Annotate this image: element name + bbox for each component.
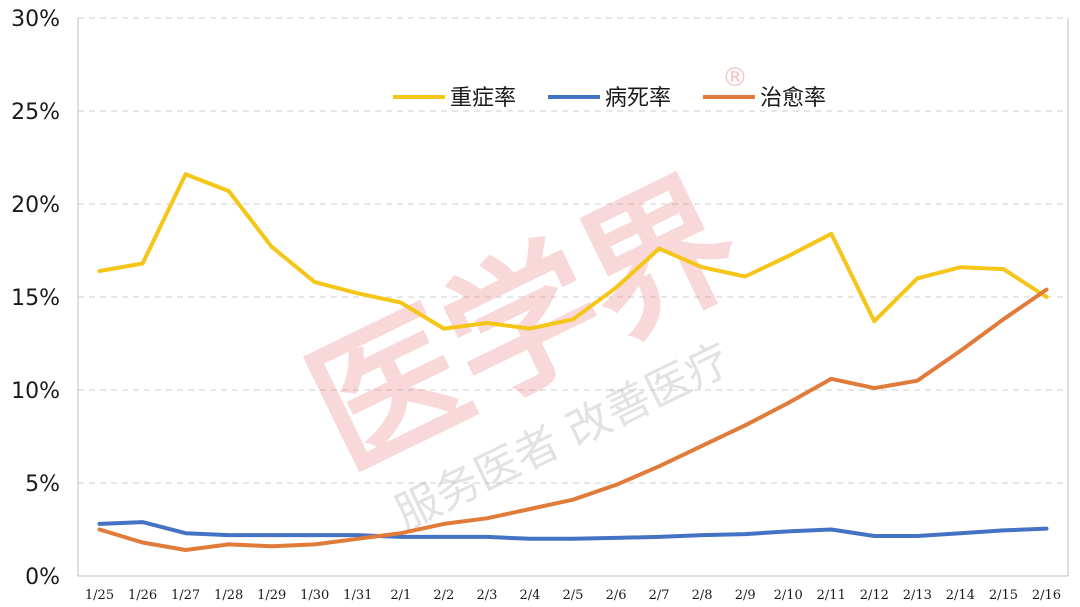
x-tick-label: 2/11 — [817, 588, 846, 603]
series-line-2 — [97, 287, 1049, 552]
x-tick-label: 2/1 — [390, 588, 411, 603]
legend-label: 重症率 — [450, 86, 516, 111]
watermark: 医学界 服务医者 改善医疗 ® — [285, 63, 766, 540]
x-axis-tick-labels: 1/25 1/26 1/27 1/28 1/29 1/30 1/31 2/1 2/2 2/3 2/4… — [85, 588, 1061, 603]
x-tick-label: 2/14 — [946, 588, 975, 603]
x-tick-label: 2/8 — [692, 588, 713, 603]
y-tick-label: 25% — [11, 100, 60, 125]
x-tick-label: 2/4 — [519, 588, 540, 603]
x-tick-label: 2/2 — [433, 588, 454, 603]
series-line-0 — [97, 172, 1049, 331]
series-lines — [97, 172, 1049, 552]
x-tick-label: 2/13 — [903, 588, 932, 603]
watermark-registered-mark: ® — [722, 63, 748, 93]
x-tick-label: 1/27 — [171, 588, 200, 603]
x-tick-label: 2/5 — [563, 588, 584, 603]
x-tick-label: 1/26 — [128, 588, 157, 603]
legend-label: 治愈率 — [760, 86, 826, 111]
x-tick-label: 2/15 — [989, 588, 1018, 603]
series-line-1 — [97, 520, 1049, 541]
y-tick-label: 30% — [11, 7, 60, 32]
y-tick-label: 10% — [11, 379, 60, 404]
x-tick-label: 1/30 — [300, 588, 329, 603]
y-tick-label: 15% — [11, 286, 60, 311]
x-tick-label: 1/25 — [85, 588, 114, 603]
y-tick-label: 20% — [11, 193, 60, 218]
x-tick-label: 2/9 — [735, 588, 756, 603]
x-tick-label: 2/10 — [774, 588, 803, 603]
x-tick-label: 1/28 — [214, 588, 243, 603]
x-tick-label: 1/29 — [257, 588, 286, 603]
x-tick-label: 2/12 — [860, 588, 889, 603]
x-tick-label: 1/31 — [343, 588, 372, 603]
x-tick-label: 2/3 — [476, 588, 497, 603]
grid-lines — [78, 17, 1068, 484]
y-tick-label: 0% — [25, 565, 60, 590]
y-tick-label: 5% — [25, 472, 60, 497]
legend: 重症率 病死率 治愈率 — [393, 86, 826, 111]
legend-label: 病死率 — [605, 86, 671, 111]
x-tick-label: 2/6 — [606, 588, 627, 603]
axes — [77, 18, 1069, 577]
y-axis-tick-labels: 0% 5% 10% 15% 20% 25% 30% — [11, 7, 60, 590]
x-tick-label: 2/7 — [649, 588, 670, 603]
x-tick-label: 2/16 — [1032, 588, 1061, 603]
